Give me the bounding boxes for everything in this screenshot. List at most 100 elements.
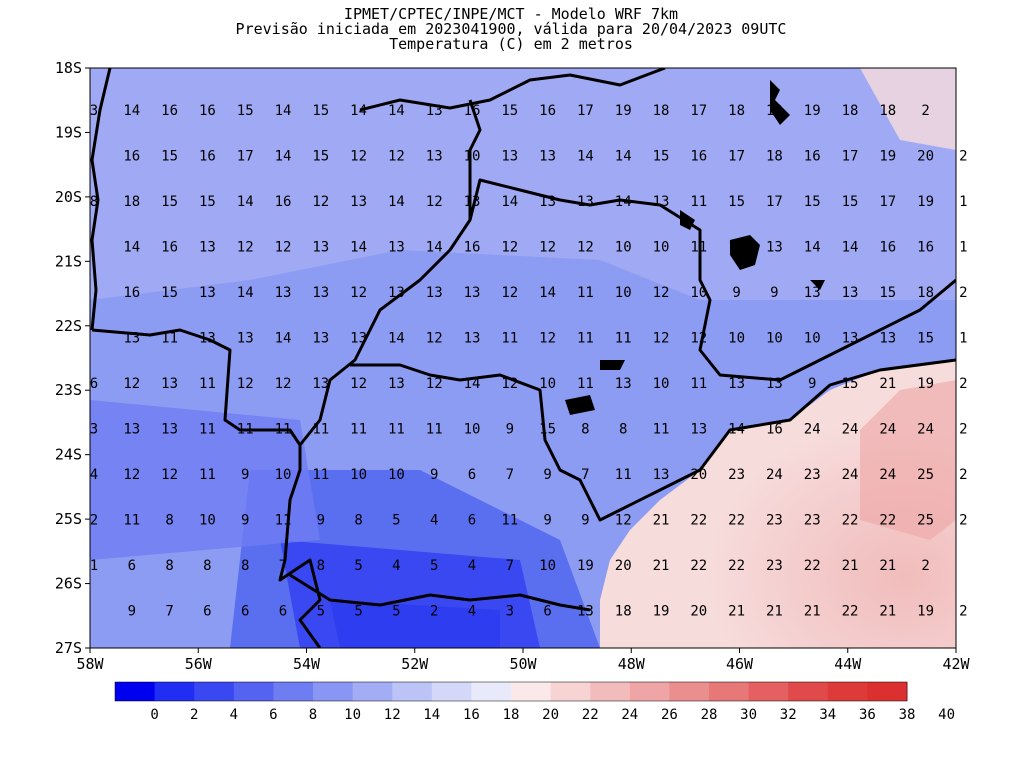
temperature-value: 18 [879,103,896,119]
temperature-value: 10 [804,331,821,347]
colorbar-tick-label: 12 [384,707,401,723]
temperature-value: 10 [615,240,632,256]
temperature-value: 10 [766,331,783,347]
temperature-value: 9 [128,604,136,620]
temperature-value: 13 [690,422,707,438]
temperature-value: 13 [275,285,292,301]
temperature-value: 12 [501,240,518,256]
colorbar-tick-label: 4 [230,707,238,723]
temperature-value: 12 [501,285,518,301]
temperature-value: 10 [653,240,670,256]
colorbar-swatch [669,682,710,701]
temperature-value: 23 [766,513,783,529]
temperature-value: 21 [842,558,859,574]
temperature-value: 14 [804,240,821,256]
temperature-value: 15 [804,194,821,210]
latitude-axis: 18S 19S 20S 21S 22S 23S 24S 25S 26S 27S [55,59,90,657]
temperature-value: 19 [615,103,632,119]
colorbar-swatch [550,682,591,701]
colorbar-swatch [431,682,472,701]
temperature-value: 11 [388,422,405,438]
temperature-value: 10 [728,331,745,347]
colorbar-swatch [273,682,314,701]
temperature-value: 14 [426,240,443,256]
temperature-value: 18 [917,285,934,301]
colorbar-swatch [511,682,552,701]
temperature-value: 12 [312,194,329,210]
temperature-value: 11 [615,331,632,347]
temperature-value: 7 [279,558,287,574]
colorbar-tick-label: 2 [190,707,198,723]
temperature-value: 23 [766,558,783,574]
temperature-value: 4 [468,558,476,574]
temperature-value: 19 [879,149,896,165]
temperature-value: 17 [577,103,594,119]
temperature-value: 15 [539,422,556,438]
temperature-value: 16 [161,240,178,256]
temperature-value: 1 [959,240,967,256]
temperature-value: 3 [506,604,514,620]
temperature-value: 8 [581,422,589,438]
colorbar-swatch [392,682,433,701]
temperature-value: 13 [199,331,216,347]
temperature-value: 14 [464,376,481,392]
colorbar-tick-label: 30 [740,707,757,723]
temperature-value: 2 [959,422,967,438]
lat-label: 20S [55,188,82,206]
temperature-value: 7 [165,604,173,620]
temperature-value: 21 [804,604,821,620]
temperature-value: 23 [804,513,821,529]
boundary-sp-north [91,178,956,447]
temperature-value: 14 [539,285,556,301]
temperature-value: 2 [959,513,967,529]
temperature-value: 13 [842,331,859,347]
temperature-value: 2 [430,604,438,620]
longitude-axis: 58W 56W 54W 52W 50W 48W 46W 44W 42W [76,648,971,673]
temperature-value: 11 [312,422,329,438]
temperature-value: 14 [501,194,518,210]
boundary-mg-north [359,68,666,112]
temperature-value: 11 [312,467,329,483]
temperature-value: 16 [804,149,821,165]
temperature-value: 11 [199,467,216,483]
temperature-value: 1 [959,194,967,210]
temperature-value: 4 [430,513,438,529]
lon-label: 54W [293,655,321,673]
temperature-value: 25 [917,467,934,483]
lat-label: 27S [55,639,82,657]
temperature-value: 22 [879,513,896,529]
temperature-value: 15 [161,194,178,210]
state-boundaries [90,68,956,648]
temperature-value: 19 [653,604,670,620]
temperature-value: 19 [577,558,594,574]
temperature-value: 13 [464,331,481,347]
temperature-value: 24 [879,422,896,438]
lat-label: 19S [55,123,82,141]
temperature-value: 18 [766,149,783,165]
temperature-value: 18 [728,103,745,119]
temperature-value: 14 [275,149,292,165]
temperature-value: 16 [879,240,896,256]
colorbar: 0 2 4 6 8 10 12 14 16 18 20 22 24 26 28 30 32 34 36 38 40 [114,681,955,723]
temperature-value: 11 [161,331,178,347]
temperature-value: 11 [501,331,518,347]
lat-label: 18S [55,59,82,77]
temperature-value: 21 [728,604,745,620]
temperature-value: 14 [350,103,367,119]
temperature-value: 13 [312,376,329,392]
temperature-value: 11 [577,285,594,301]
temperature-value: 10 [690,285,707,301]
temperature-value: 14 [577,149,594,165]
temperature-value: 6 [468,467,476,483]
temperature-value: 3 [90,103,98,119]
colorbar-swatch [471,682,512,701]
temperature-value: 13 [766,376,783,392]
temperature-value: 4 [392,558,400,574]
temperature-value: 15 [501,103,518,119]
temperature-value: 12 [426,376,443,392]
colorbar-tick-label: 28 [701,707,718,723]
temperature-value: 22 [842,513,859,529]
temperature-value: 11 [199,376,216,392]
lon-label: 42W [942,655,970,673]
